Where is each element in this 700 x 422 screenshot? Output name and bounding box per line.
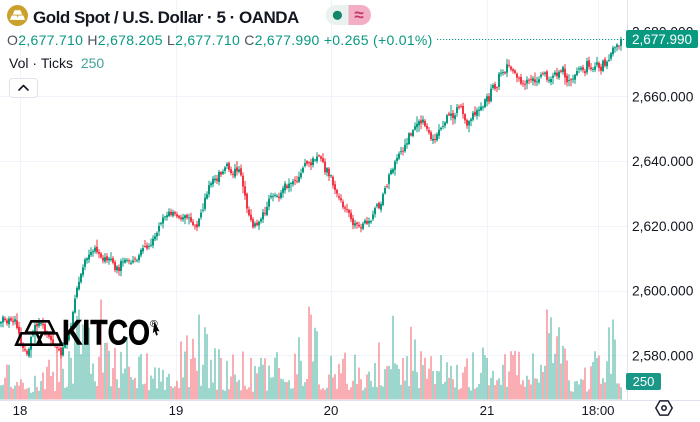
- svg-text:®: ®: [150, 318, 158, 330]
- svg-text:≈: ≈: [354, 6, 363, 25]
- svg-text:250: 250: [633, 374, 655, 389]
- svg-text:2,660.000: 2,660.000: [632, 90, 694, 105]
- svg-text:20: 20: [324, 403, 339, 418]
- svg-text:KITCO: KITCO: [62, 314, 150, 353]
- svg-text:2,677.990: 2,677.990: [632, 32, 692, 47]
- svg-text:2,620.000: 2,620.000: [632, 219, 694, 234]
- svg-text:18:00: 18:00: [581, 403, 614, 418]
- svg-text:2,600.000: 2,600.000: [632, 284, 694, 299]
- svg-text:2,640.000: 2,640.000: [632, 154, 694, 169]
- svg-text:2,580.000: 2,580.000: [632, 349, 694, 364]
- svg-text:21: 21: [480, 403, 495, 418]
- svg-text:19: 19: [169, 403, 184, 418]
- svg-text:18: 18: [13, 403, 28, 418]
